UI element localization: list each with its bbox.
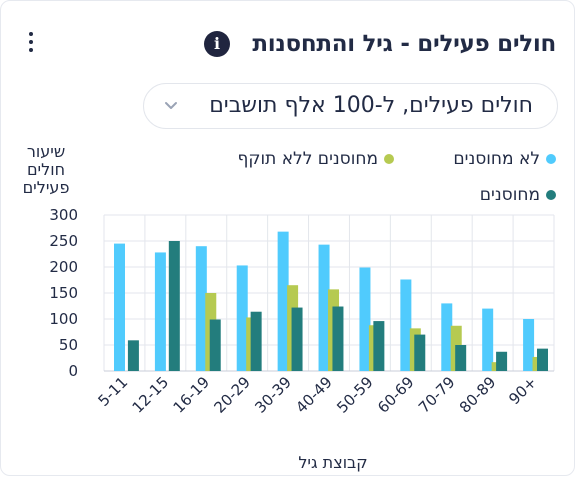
bar-not-vaccinated-20-29[interactable] [236,265,248,371]
bar-vaccinated-60-69[interactable] [414,334,426,371]
bar-not-vaccinated-40-49[interactable] [318,244,330,371]
bar-vaccinated-40-49[interactable] [332,306,344,371]
bar-not-vaccinated-30-39[interactable] [277,231,289,371]
kebab-menu-icon[interactable] [27,32,35,54]
bar-vaccinated-90+[interactable] [537,348,548,371]
legend-label-not-vaccinated: לא מחוסנים [453,149,540,169]
bar-vaccinated-70-79[interactable] [455,345,467,371]
bar-vaccinated-50-59[interactable] [373,321,385,371]
x-tick-label: 80-89 [456,373,500,417]
bar-not-vaccinated-5-11[interactable] [114,243,125,371]
bar-not-vaccinated-90+[interactable] [523,319,535,371]
legend-label-expired: מחוסנים ללא תוקף [237,149,378,169]
y-tick-label: 100 [49,310,78,328]
y-tick-label: 200 [49,258,78,276]
bar-not-vaccinated-16-19[interactable] [195,246,207,371]
legend-dot-not-vaccinated [546,154,556,164]
x-tick-label: 5-11 [94,373,131,410]
bar-not-vaccinated-60-69[interactable] [400,279,412,371]
y-axis-title: שיעור חולים פעילים [22,142,70,197]
x-tick-label: 50-59 [333,373,377,417]
bar-vaccinated-20-29[interactable] [250,311,262,371]
info-icon[interactable]: i [204,31,230,57]
bar-not-vaccinated-50-59[interactable] [359,267,371,371]
bar-not-vaccinated-70-79[interactable] [441,303,453,371]
legend-label-vaccinated: מחוסנים [479,185,540,205]
y-tick-label: 150 [49,284,78,302]
bar-not-vaccinated-80-89[interactable] [482,308,494,371]
bar-vaccinated-5-11[interactable] [127,340,139,371]
card-title: חולים פעילים - גיל והתחסנות [252,31,556,57]
bar-vaccinated-16-19[interactable] [209,319,221,371]
bar-not-vaccinated-12-15[interactable] [154,252,166,371]
x-tick-label: 30-39 [251,373,295,417]
x-tick-label: 70-79 [415,373,459,417]
legend-item-expired[interactable]: מחוסנים ללא תוקף [238,148,394,170]
y-tick-label: 300 [49,206,78,224]
card-header: חולים פעילים - גיל והתחסנות i [19,27,556,61]
chevron-down-icon [165,102,177,109]
legend-item-vaccinated[interactable]: מחוסנים [480,184,556,206]
x-axis-title: קבוצת גיל [298,453,368,472]
bar-vaccinated-80-89[interactable] [496,351,508,371]
legend-dot-vaccinated [546,190,556,200]
y-tick-label: 0 [68,362,78,380]
legend-item-not-vaccinated[interactable]: לא מחוסנים [453,148,556,170]
bar-vaccinated-30-39[interactable] [291,307,303,371]
x-tick-label: 60-69 [374,373,418,417]
x-tick-label: 40-49 [292,373,336,417]
x-tick-label: 12-15 [129,373,173,417]
y-tick-label: 250 [49,232,78,250]
x-tick-label: 90+ [505,373,540,408]
bar-vaccinated-12-15[interactable] [168,241,180,371]
x-tick-label: 16-19 [170,373,214,417]
legend-dot-expired [384,154,394,164]
y-tick-label: 50 [59,336,78,354]
x-tick-label: 20-29 [210,373,254,417]
metric-dropdown[interactable]: חולים פעילים, ל-100 אלף תושבים [143,83,558,129]
metric-dropdown-value: חולים פעילים, ל-100 אלף תושבים [209,93,533,118]
